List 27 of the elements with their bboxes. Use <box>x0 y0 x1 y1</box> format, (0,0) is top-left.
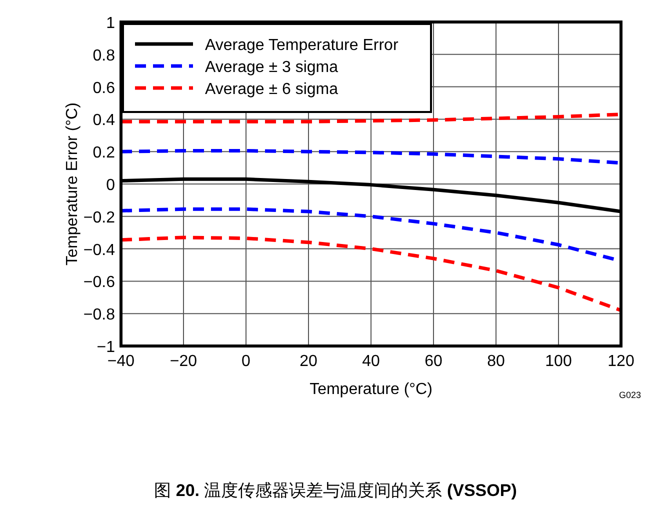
x-axis-title: Temperature (°C) <box>310 381 432 398</box>
text: G023 <box>618 390 641 400</box>
x-tick-label: 20 <box>300 353 318 370</box>
x-tick-label: −40 <box>107 353 135 370</box>
y-tick-label: −1 <box>96 339 116 356</box>
x-tick-label: 60 <box>424 353 442 370</box>
y-tick-label: 0.4 <box>92 112 116 130</box>
y-axis-title: Temperature Error (°C) <box>64 102 81 266</box>
y-tick-label: 0.8 <box>92 47 116 64</box>
legend-label: Average ± 3 sigma <box>205 59 338 76</box>
y-tick-label: 0 <box>106 177 116 194</box>
x-tick-label: −20 <box>170 353 198 370</box>
text: 图 20. 温度传感器误差与温度间的关系 (VSSOP) <box>154 481 517 500</box>
y-tick-label: −0.8 <box>83 306 116 324</box>
y-tick-label: 0.6 <box>92 80 116 97</box>
y-tick-label: 0.2 <box>92 144 116 162</box>
x-tick-label: 80 <box>487 353 505 370</box>
x-tick-label: 40 <box>362 353 380 370</box>
x-tick-label: 120 <box>608 353 634 370</box>
y-tick-label: −0.2 <box>83 209 116 226</box>
legend-label: Average ± 6 sigma <box>205 81 338 98</box>
y-tick-label: 1 <box>106 15 116 32</box>
legend-label: Average Temperature Error <box>205 37 399 54</box>
x-tick-label: 0 <box>242 353 251 370</box>
x-tick-label: 100 <box>545 353 572 370</box>
y-tick-label: −0.4 <box>83 242 116 259</box>
y-tick-label: −0.6 <box>83 274 116 292</box>
